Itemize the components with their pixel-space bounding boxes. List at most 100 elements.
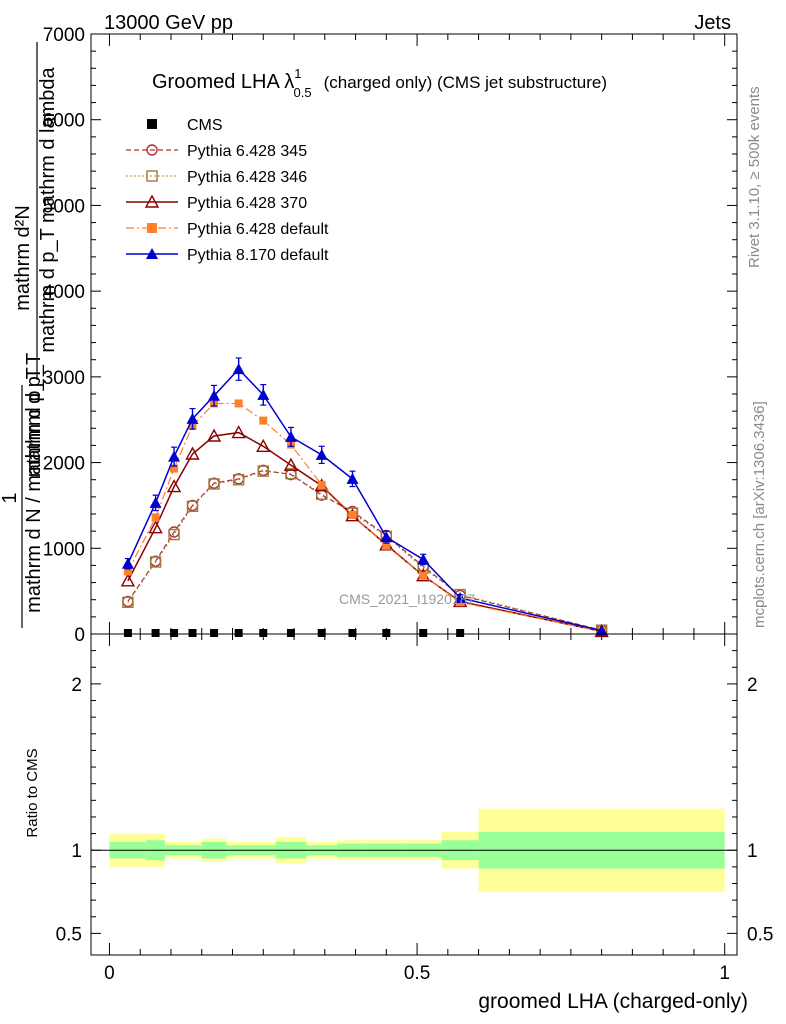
data-point — [231, 425, 246, 439]
data-point — [188, 629, 197, 637]
series-p8 — [121, 357, 608, 636]
legend-label: Pythia 6.428 370 — [187, 195, 307, 212]
x-tick-label: 0.5 — [404, 963, 430, 984]
legend-label: Pythia 6.428 345 — [187, 143, 307, 160]
data-point — [123, 567, 132, 576]
legend-item-p346: Pythia 6.428 346 — [126, 169, 307, 186]
data-point — [284, 430, 297, 442]
data-point — [186, 500, 199, 512]
ylabel-left-numerator: 1 — [0, 492, 21, 503]
data-point — [122, 596, 134, 608]
y-tick-label: 5000 — [43, 196, 85, 217]
legend: CMS Pythia 6.428 345 Pythia 6.428 346 Pythi… — [126, 117, 329, 264]
legend-marker — [146, 248, 158, 259]
ylabel-overlap-text: mathrm d p_T — [23, 353, 45, 477]
ratio-panel: 0.5 0.5 1 1 2 2 0 0.5 1 — [56, 633, 773, 984]
legend-marker — [147, 119, 157, 129]
y-axis-label: mathrm d²N mathrm d p_T mathrm d lambda … — [0, 42, 59, 628]
data-point — [121, 557, 134, 569]
data-point — [380, 531, 393, 543]
series-line-p8 — [127, 368, 602, 632]
legend-marker — [146, 144, 158, 156]
data-point — [259, 416, 268, 425]
data-point — [348, 510, 357, 519]
legend-item-p345: Pythia 6.428 345 — [126, 143, 307, 160]
ylabel-top-numerator: mathrm d²N — [12, 205, 34, 311]
data-point — [317, 480, 326, 489]
data-point — [151, 513, 160, 522]
data-point — [148, 520, 163, 534]
data-point — [151, 629, 160, 637]
header-left: 13000 GeV pp — [104, 12, 233, 34]
rivet-label: Rivet 3.1.10, ≥ 500k events — [746, 86, 763, 268]
data-point — [234, 629, 243, 637]
x-axis-label: groomed LHA (charged-only) — [478, 990, 748, 1013]
y-tick-label: 0 — [74, 625, 85, 646]
chart-title: Groomed LHA λ1 0.5 (charged only) (CMS jet… — [152, 66, 607, 100]
x-tick-label: 1 — [719, 963, 730, 984]
y-tick-label: 4000 — [43, 282, 85, 303]
data-point — [206, 428, 222, 442]
y-tick-label: 6000 — [43, 111, 85, 132]
data-point — [149, 556, 162, 568]
data-point — [234, 399, 243, 408]
y-tick-label: 1000 — [43, 539, 85, 560]
legend-label: CMS — [187, 117, 223, 134]
series-line-p346 — [127, 470, 602, 631]
data-point — [315, 448, 328, 460]
ratio-y-tick-label: 0.5 — [56, 924, 82, 945]
data-point — [285, 468, 297, 480]
title-sup: 1 — [294, 66, 301, 81]
title-main: Groomed LHA λ — [152, 71, 294, 93]
data-point — [317, 629, 326, 637]
data-point — [170, 464, 179, 473]
data-point — [120, 573, 136, 587]
ratio-y-tick-label-right: 2 — [747, 675, 758, 696]
data-point — [346, 472, 359, 484]
watermark: CMS_2021_I1920187 — [339, 591, 475, 607]
data-point — [149, 496, 162, 508]
data-point — [170, 629, 179, 637]
data-point — [208, 389, 221, 401]
data-point — [166, 479, 182, 493]
data-point — [168, 528, 180, 541]
data-point — [256, 438, 271, 452]
y-tick-label: 7000 — [43, 25, 85, 46]
data-point — [419, 629, 428, 637]
main-panel: 0 1000 2000 3000 4000 5000 6000 7000 — [43, 25, 738, 646]
data-point — [454, 592, 467, 603]
data-point — [208, 478, 220, 490]
data-point — [316, 488, 328, 500]
mcplots-label: mcplots.cern.ch [arXiv:1306.3436] — [751, 401, 768, 628]
data-point — [257, 465, 269, 477]
data-point — [286, 629, 295, 637]
series-p345 — [122, 464, 608, 636]
ylabel-left-denominator: mathrm d N / mathrm d p_T — [23, 367, 45, 613]
data-point — [232, 363, 245, 375]
y-tick-label: 2000 — [43, 454, 85, 475]
data-point — [417, 553, 430, 565]
data-point — [382, 629, 391, 637]
data-point — [456, 629, 465, 637]
ratio-y-tick-label: 2 — [71, 675, 82, 696]
legend-marker — [146, 170, 158, 182]
data-point — [419, 571, 428, 580]
legend-item-p370: Pythia 6.428 370 — [126, 194, 307, 212]
legend-label: Pythia 6.428 default — [187, 221, 329, 238]
data-point — [259, 629, 268, 637]
legend-label: Pythia 6.428 346 — [187, 169, 307, 186]
ratio-ylabel: Ratio to CMS — [24, 748, 41, 837]
data-point — [257, 388, 270, 400]
data-point — [123, 629, 132, 637]
legend-item-p6def: Pythia 6.428 default — [126, 221, 329, 238]
header-right: Jets — [694, 12, 731, 34]
data-point — [185, 446, 200, 460]
title-rest: (charged only) (CMS jet substructure) — [324, 73, 607, 92]
data-point — [382, 541, 391, 550]
series-p346 — [122, 465, 608, 636]
ratio-y-tick-label-right: 0.5 — [747, 924, 773, 945]
legend-marker — [147, 223, 157, 233]
legend-item-cms: CMS — [147, 117, 223, 134]
data-point — [348, 629, 357, 637]
